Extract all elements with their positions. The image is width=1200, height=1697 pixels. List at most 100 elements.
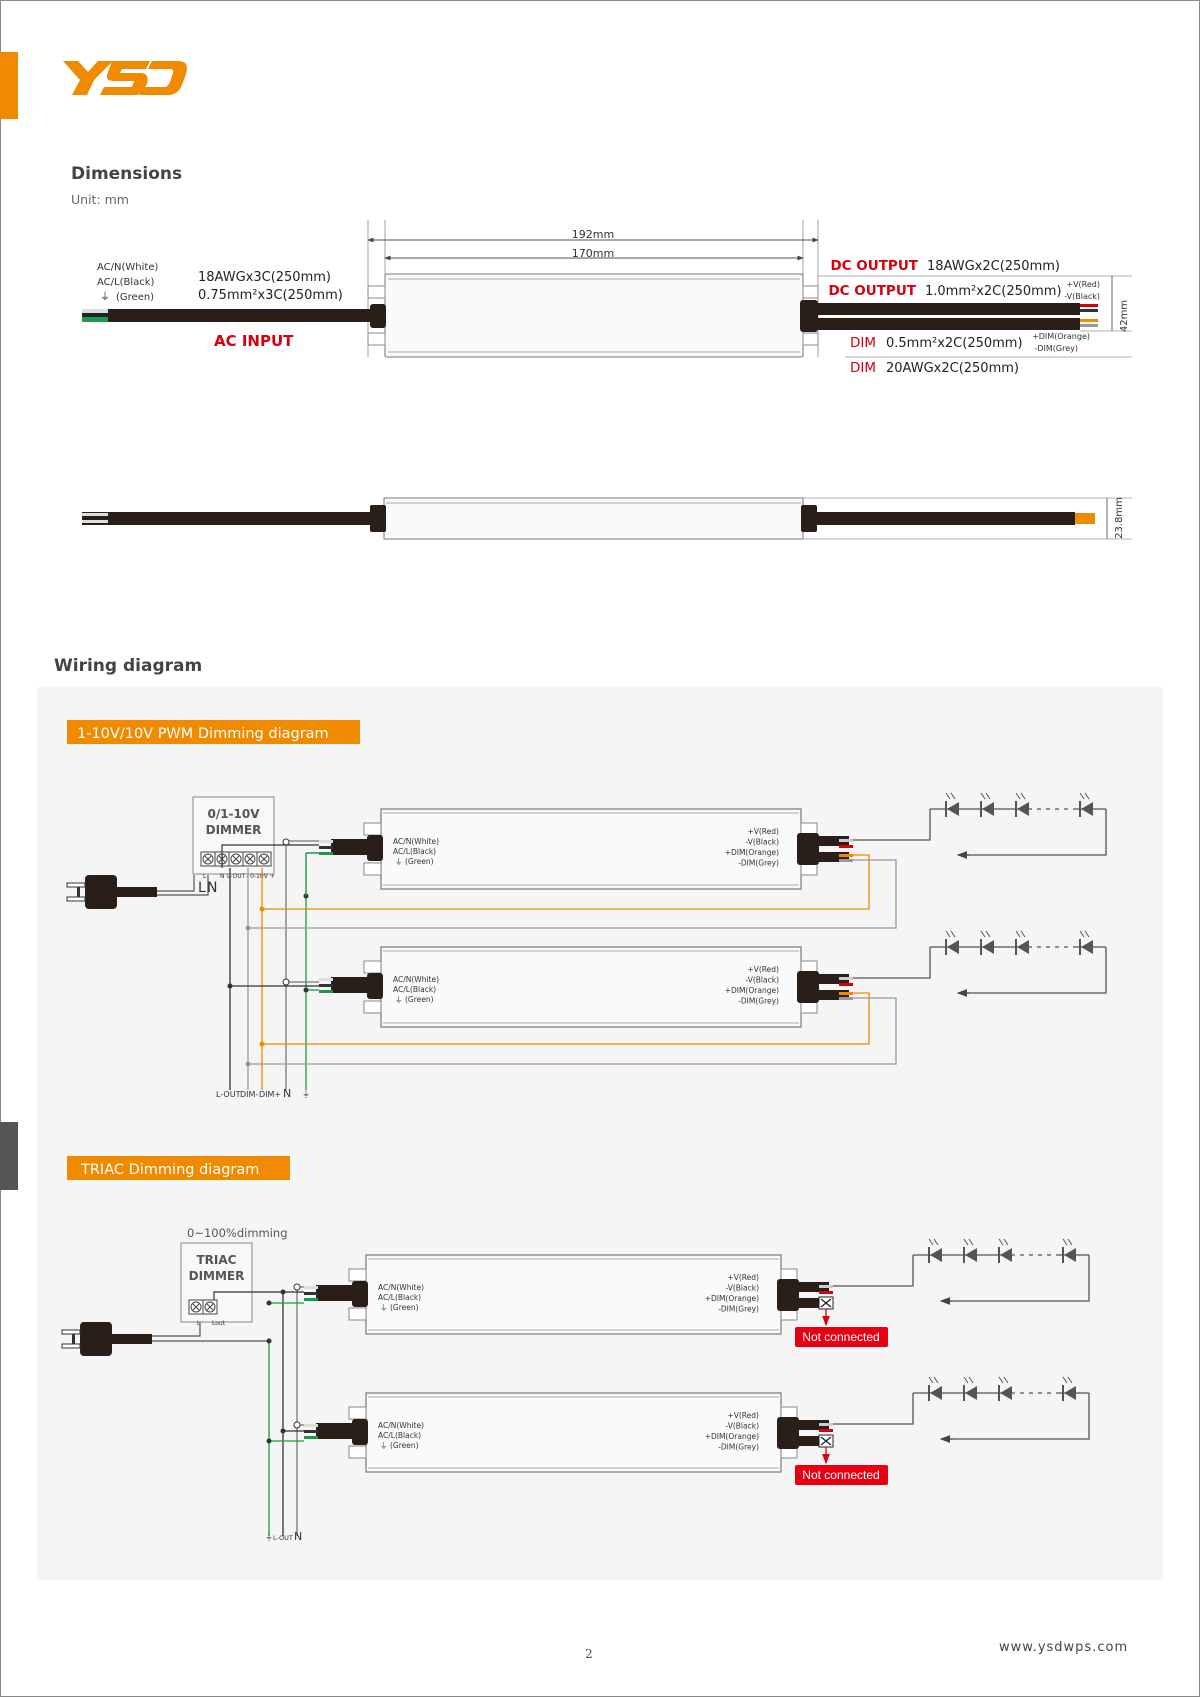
ground-icon: ⏚ — [100, 291, 110, 303]
thickness-dim: 23.8mm — [1114, 497, 1125, 539]
terminal-label: N — [220, 873, 225, 880]
bus-label: N — [283, 1087, 291, 1100]
dimmer-box — [180, 1242, 253, 1323]
junction-dot — [227, 983, 233, 989]
junction-dot — [266, 1338, 272, 1344]
driver-label-acl: AC/L(Black) — [378, 1293, 421, 1302]
triac-section-title: TRIAC Dimming diagram — [80, 1162, 259, 1178]
output-connector — [797, 971, 819, 1003]
bus-label: ⏚ — [302, 1090, 310, 1099]
led-icon — [1000, 1248, 1012, 1262]
wire — [157, 875, 209, 896]
dimension-top-view: 192mm 170mm 42mm — [82, 220, 1132, 358]
led-icon — [1081, 940, 1093, 954]
wire — [213, 1291, 304, 1300]
driver-label-out: -DIM(Grey) — [738, 859, 779, 868]
input-connector — [352, 1281, 368, 1307]
wire — [262, 854, 870, 910]
not-connected-badge — [795, 1327, 888, 1347]
junction-dot — [245, 1061, 251, 1067]
website-url: www.ysdwps.com — [999, 1640, 1128, 1655]
driver-label-out: +DIM(Orange) — [705, 1432, 759, 1441]
led-driver: ⏚ — [304, 1254, 833, 1335]
output-connector — [777, 1417, 799, 1449]
led-icon — [1000, 1386, 1012, 1400]
led-icon — [1064, 1386, 1076, 1400]
led-string — [913, 1238, 1090, 1305]
driver-label-out: +V(Red) — [727, 1411, 759, 1420]
led-icon — [965, 1386, 977, 1400]
led-driver: ⏚ — [319, 946, 853, 1028]
ac-label-n: AC/N(White) — [97, 262, 158, 273]
driver-label-g: (Green) — [405, 995, 434, 1004]
led-icon — [982, 940, 994, 954]
overall-length: 192mm — [572, 228, 614, 241]
pwm-section-label — [67, 720, 360, 744]
not-connected-label: Not connected — [802, 1330, 879, 1344]
side-tab — [0, 1122, 18, 1190]
input-connector — [367, 835, 383, 861]
junction-dot — [266, 1438, 272, 1444]
wire — [248, 859, 897, 929]
bus-label: ⏚ — [265, 1533, 273, 1542]
page-number: 2 — [585, 1647, 593, 1661]
bus-label: DIM- — [240, 1090, 258, 1099]
dimensions-title: Dimensions — [71, 164, 182, 184]
driver-label-out: +DIM(Orange) — [725, 848, 779, 857]
unit-label: Unit: mm — [71, 192, 129, 207]
driver-label-out: +DIM(Orange) — [705, 1294, 759, 1303]
led-string — [930, 930, 1107, 997]
height-dim: 42mm — [1119, 300, 1130, 332]
dimmer-title: 0/1-10V — [207, 807, 260, 821]
wire — [248, 997, 897, 1065]
junction-dot — [280, 1289, 286, 1295]
driver-label-acn: AC/N(White) — [393, 975, 439, 984]
terminal-label: L — [197, 1320, 201, 1327]
dim-row-tag: DIM — [850, 335, 876, 351]
output-connector — [797, 833, 819, 865]
triac-caption: 0~100%dimming — [187, 1226, 288, 1240]
bus-label: DIM+ — [259, 1090, 281, 1099]
led-icon — [930, 1386, 942, 1400]
wire — [833, 1393, 914, 1425]
output-connector — [777, 1279, 799, 1311]
dc-row-spec: 1.0mm²x2C(250mm) — [925, 284, 1062, 299]
led-icon — [930, 1248, 942, 1262]
wire — [853, 809, 931, 841]
not-connected-label: Not connected — [802, 1468, 879, 1482]
bus-label: L-OUT — [273, 1534, 293, 1542]
led-icon — [947, 802, 959, 816]
dimension-side-view: 23.8mm — [82, 497, 1132, 540]
driver-label-out: -V(Black) — [725, 1422, 759, 1431]
terminal-label: L — [203, 873, 207, 880]
dim-row-spec: 20AWGx2C(250mm) — [886, 361, 1019, 376]
led-icon — [965, 1248, 977, 1262]
led-icon — [982, 802, 994, 816]
driver-label-g: (Green) — [390, 1441, 419, 1450]
wire — [152, 1322, 201, 1337]
ysd-logo — [63, 61, 187, 95]
led-driver: ⏚ — [319, 808, 853, 890]
driver-body — [380, 808, 802, 890]
wire — [853, 947, 931, 979]
wiring-title: Wiring diagram — [54, 656, 202, 676]
junction-dot — [303, 987, 309, 993]
dimplus-label: +DIM(Orange) — [1032, 332, 1090, 341]
led-string — [930, 792, 1107, 859]
body-length: 170mm — [572, 247, 614, 260]
junction-dot — [282, 978, 290, 986]
led-icon — [1081, 802, 1093, 816]
junction-dot — [266, 1300, 272, 1306]
terminal-label: - 0-10V + — [246, 873, 275, 880]
junction-dot — [282, 838, 290, 846]
junction-dot — [293, 1283, 301, 1291]
led-icon — [1017, 802, 1029, 816]
ground-icon: ⏚ — [380, 1303, 388, 1312]
ac-cable-awg: 18AWGx3C(250mm) — [198, 270, 331, 285]
junction-dot — [259, 906, 265, 912]
bus-label: L-OUT — [216, 1090, 241, 1099]
driver-label-acn: AC/N(White) — [378, 1421, 424, 1430]
driver-label-out: +DIM(Orange) — [725, 986, 779, 995]
driver-label-acn: AC/N(White) — [378, 1283, 424, 1292]
